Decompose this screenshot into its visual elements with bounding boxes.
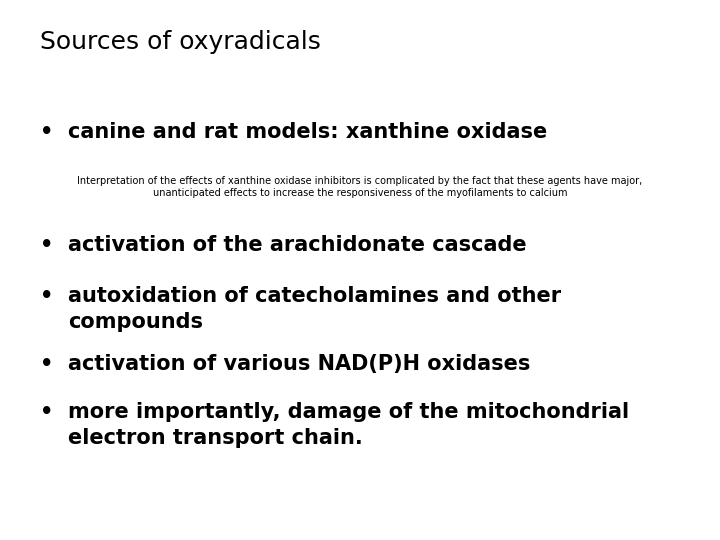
Text: •: • [40, 286, 53, 306]
Text: •: • [40, 354, 53, 374]
Text: canine and rat models: xanthine oxidase: canine and rat models: xanthine oxidase [68, 122, 548, 141]
Text: •: • [40, 122, 53, 141]
Text: •: • [40, 402, 53, 422]
Text: •: • [40, 235, 53, 255]
Text: Interpretation of the effects of xanthine oxidase inhibitors is complicated by t: Interpretation of the effects of xanthin… [77, 176, 643, 198]
Text: autoxidation of catecholamines and other
compounds: autoxidation of catecholamines and other… [68, 286, 562, 332]
Text: activation of various NAD(P)H oxidases: activation of various NAD(P)H oxidases [68, 354, 531, 374]
Text: Sources of oxyradicals: Sources of oxyradicals [40, 30, 320, 53]
Text: activation of the arachidonate cascade: activation of the arachidonate cascade [68, 235, 527, 255]
Text: more importantly, damage of the mitochondrial
electron transport chain.: more importantly, damage of the mitochon… [68, 402, 629, 448]
